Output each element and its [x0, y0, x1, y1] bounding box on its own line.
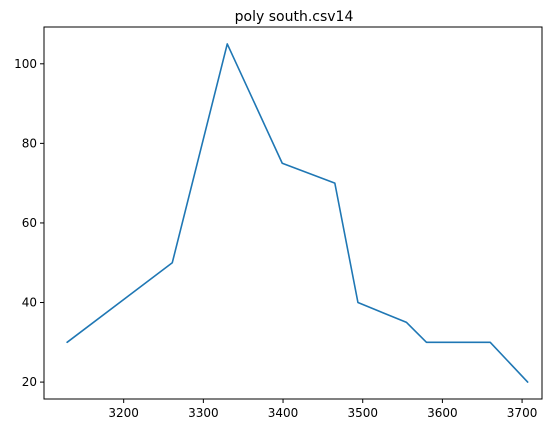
series-layer [66, 43, 529, 383]
y-tick-label: 20 [22, 375, 37, 389]
y-tick-label: 100 [14, 57, 37, 71]
y-axis: 20 40 60 80 100 [14, 57, 44, 389]
plot-frame [43, 26, 543, 400]
y-tick-label: 80 [22, 136, 37, 150]
y-tick-label: 60 [22, 216, 37, 230]
x-tick-label: 3200 [108, 406, 139, 420]
x-tick-label: 3600 [427, 406, 458, 420]
x-axis: 3200 3300 3400 3500 3600 3700 [108, 399, 537, 420]
chart-title: poly south.csv14 [235, 9, 354, 25]
x-tick-label: 3500 [347, 406, 378, 420]
x-tick-label: 3400 [268, 406, 299, 420]
x-tick-label: 3700 [507, 406, 538, 420]
y-tick-label: 40 [22, 296, 37, 310]
x-tick-label: 3300 [188, 406, 219, 420]
series-line [66, 43, 529, 383]
